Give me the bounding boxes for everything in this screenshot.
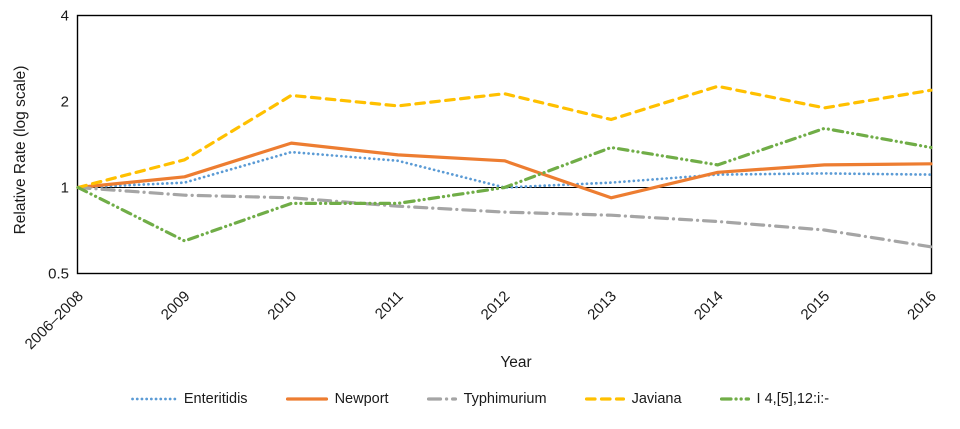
legend-item-i-4-5-12-i: I 4,[5],12:i:- [719,391,830,407]
legend-label: Enteritidis [183,391,248,407]
legend-item-typhimurium: Typhimurium [426,391,547,407]
x-axis-tick-label: 2012 [478,288,514,324]
legend-label: Javiana [631,391,682,407]
x-axis-tick-label: 2006–2008 [22,288,87,353]
legend-line-sample-typhimurium [426,397,457,401]
legend-line-sample-i-4-5-12-i [719,397,750,401]
x-axis-tick-label: 2010 [264,288,300,324]
legend-label: Typhimurium [463,391,547,407]
legend-item-enteritidis: Enteritidis [131,391,248,407]
chart-legend: Enteritidis Newport Typhimurium Javiana I 4,… [0,391,960,407]
legend-item-javiana: Javiana [584,391,682,407]
series-line-i-4-5-12-i [76,126,933,243]
legend-item-newport: Newport [285,391,389,407]
series-line-javiana [76,84,933,190]
legend-line-sample-javiana [584,397,625,401]
legend-line-sample-enteritidis [131,397,177,401]
x-axis-tick-label: 2013 [584,288,620,324]
plot-border [76,14,933,275]
x-axis-tick-label: 2009 [158,288,194,324]
x-axis-tick-label: 2016 [904,288,940,324]
y-axis-tick-label: 2 [61,94,69,111]
y-axis-tick-label: 4 [61,8,69,25]
x-axis-tick-label: 2011 [372,288,407,323]
y-axis-tick-label: 1 [61,180,69,197]
legend-label: Newport [334,391,389,407]
x-axis-title: Year [500,354,531,371]
legend-label: I 4,[5],12:i:- [756,391,830,407]
series-line-enteritidis [76,150,933,189]
x-axis-tick-label: 2014 [691,288,727,324]
y-axis-title: Relative Rate (log scale) [12,66,29,235]
x-axis-tick-label: 2015 [798,288,834,324]
legend-line-sample-newport [285,397,328,401]
series-line-typhimurium [76,185,933,249]
y-axis-tick-label: 0.5 [48,266,69,283]
line-chart-plot: Relative Rate (log scale) Year 4 2 1 0.5 200… [12,8,940,371]
series-line-newport [76,141,933,200]
